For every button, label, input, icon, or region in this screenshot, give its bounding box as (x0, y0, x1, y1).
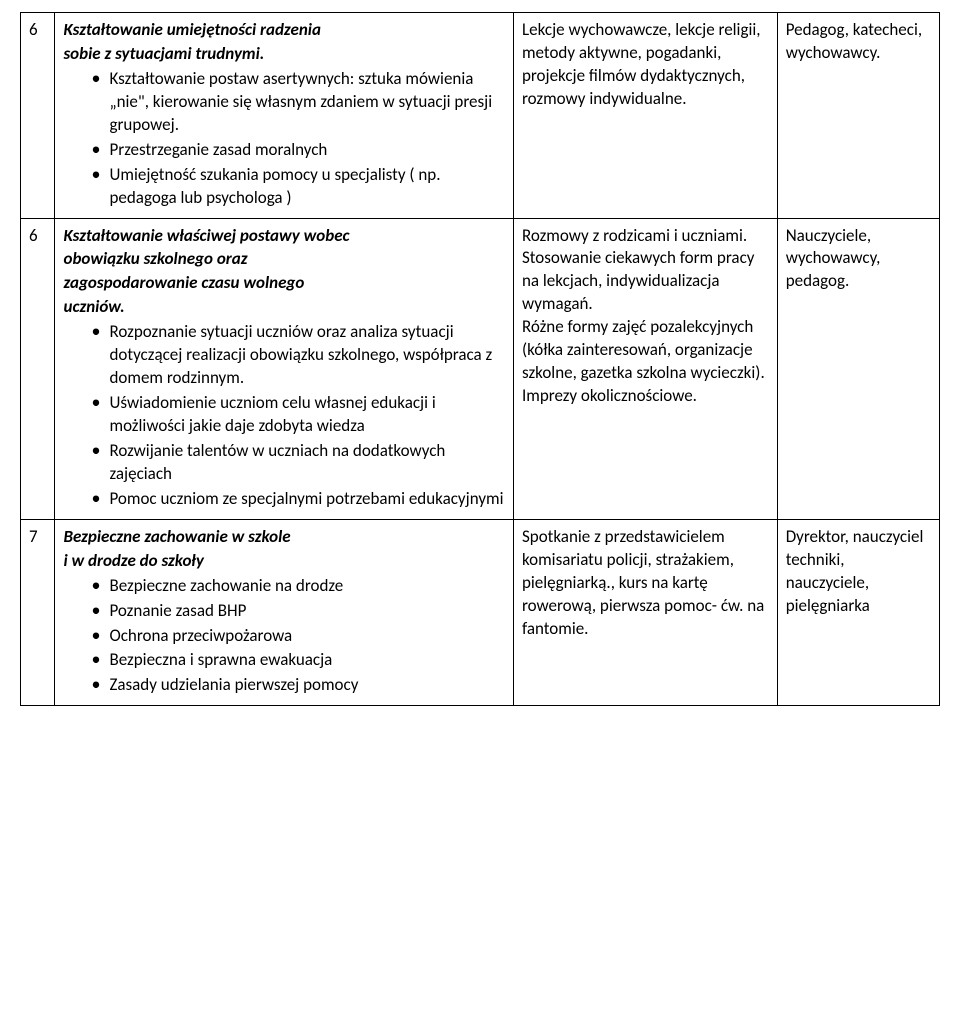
row-number: 6 (21, 218, 55, 519)
bullet-item: Bezpieczna i sprawna ewakuacja (91, 649, 504, 672)
row-methods: Spotkanie z przedstawicielem komisariatu… (513, 519, 777, 706)
row-heading-line: Kształtowanie umiejętności radzenia (63, 19, 504, 42)
row-heading-line: sobie z sytuacjami trudnymi. (63, 43, 504, 66)
bullet-item: Umiejętność szukania pomocy u specjalist… (91, 164, 504, 210)
bullet-list: Kształtowanie postaw asertywnych: sztuka… (91, 68, 504, 210)
bullet-item: Rozwijanie talentów w uczniach na dodatk… (91, 440, 504, 486)
row-number: 6 (21, 13, 55, 219)
row-heading-line: obowiązku szkolnego oraz (63, 248, 504, 271)
bullet-item: Zasady udzielania pierwszej pomocy (91, 674, 504, 697)
row-responsible: Dyrektor, nauczyciel techniki, nauczycie… (777, 519, 939, 706)
row-main: Bezpieczne zachowanie w szkolei w drodze… (55, 519, 513, 706)
row-heading: Kształtowanie umiejętności radzeniasobie… (63, 19, 504, 66)
row-main: Kształtowanie umiejętności radzeniasobie… (55, 13, 513, 219)
row-heading-line: Bezpieczne zachowanie w szkole (63, 526, 504, 549)
bullet-item: Kształtowanie postaw asertywnych: sztuka… (91, 68, 504, 137)
bullet-item: Przestrzeganie zasad moralnych (91, 139, 504, 162)
bullet-item: Pomoc uczniom ze specjalnymi potrzebami … (91, 488, 504, 511)
row-heading: Kształtowanie właściwej postawy wobecobo… (63, 225, 504, 320)
bullet-item: Bezpieczne zachowanie na drodze (91, 575, 504, 598)
row-heading-line: Kształtowanie właściwej postawy wobec (63, 225, 504, 248)
row-main: Kształtowanie właściwej postawy wobecobo… (55, 218, 513, 519)
row-heading-line: uczniów. (63, 296, 504, 319)
table-row: 6Kształtowanie umiejętności radzeniasobi… (21, 13, 940, 219)
row-heading-line: i w drodze do szkoły (63, 550, 504, 573)
bullet-item: Rozpoznanie sytuacji uczniów oraz analiz… (91, 321, 504, 390)
table-row: 7Bezpieczne zachowanie w szkolei w drodz… (21, 519, 940, 706)
bullet-list: Rozpoznanie sytuacji uczniów oraz analiz… (91, 321, 504, 511)
row-responsible: Pedagog, katecheci, wychowawcy. (777, 13, 939, 219)
table-row: 6Kształtowanie właściwej postawy wobecob… (21, 218, 940, 519)
row-responsible: Nauczyciele, wychowawcy, pedagog. (777, 218, 939, 519)
row-heading: Bezpieczne zachowanie w szkolei w drodze… (63, 526, 504, 573)
bullet-list: Bezpieczne zachowanie na drodzePoznanie … (91, 575, 504, 698)
bullet-item: Ochrona przeciwpożarowa (91, 625, 504, 648)
bullet-item: Poznanie zasad BHP (91, 600, 504, 623)
bullet-item: Uświadomienie uczniom celu własnej eduka… (91, 392, 504, 438)
row-methods: Lekcje wychowawcze, lekcje religii, meto… (513, 13, 777, 219)
row-number: 7 (21, 519, 55, 706)
row-heading-line: zagospodarowanie czasu wolnego (63, 272, 504, 295)
row-methods: Rozmowy z rodzicami i uczniami.Stosowani… (513, 218, 777, 519)
content-table: 6Kształtowanie umiejętności radzeniasobi… (20, 12, 940, 706)
